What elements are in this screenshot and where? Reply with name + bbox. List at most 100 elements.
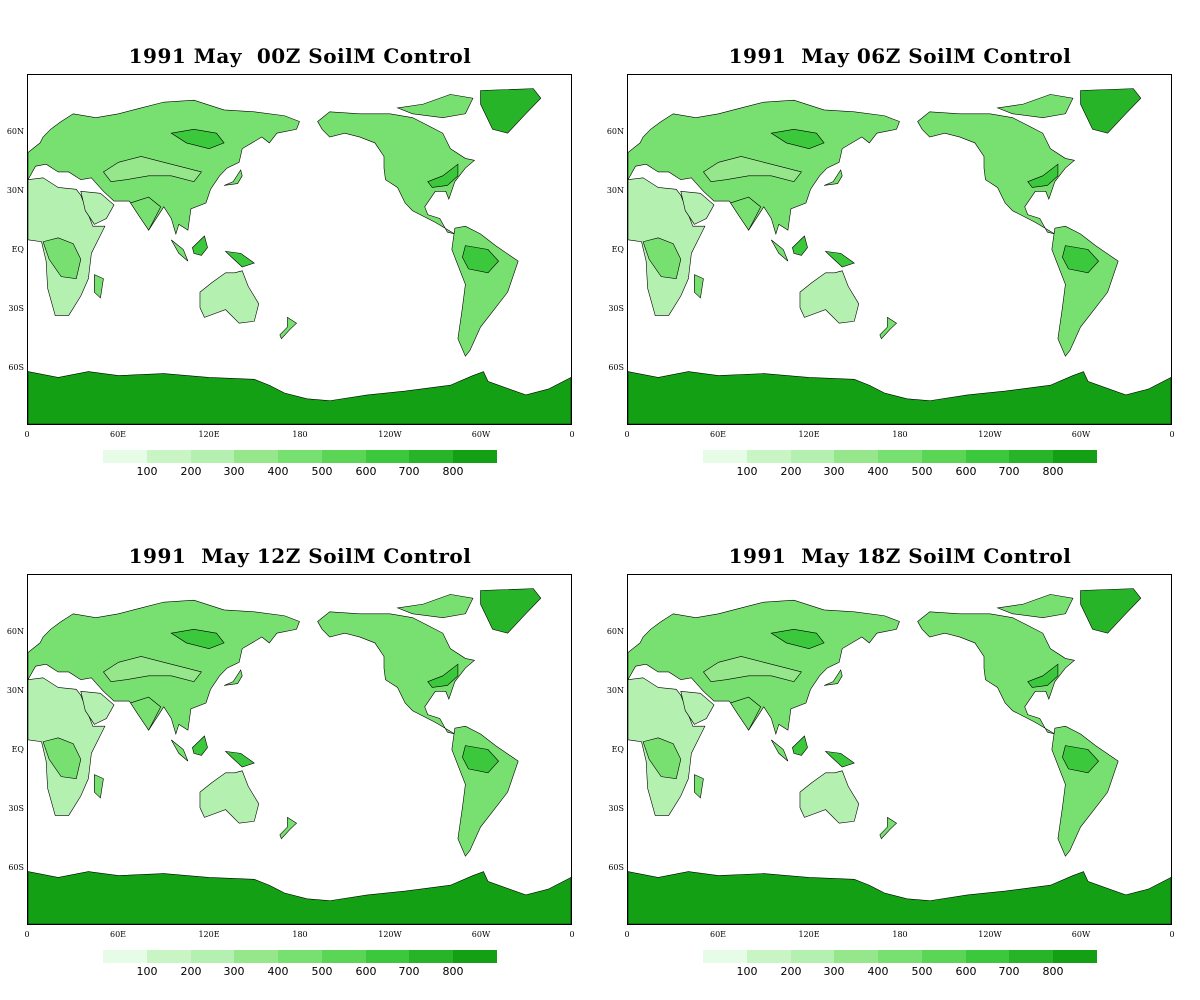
lat-label-eq: EQ <box>611 245 624 254</box>
lat-label-30n: 30N <box>6 686 24 695</box>
landmass-madagascar <box>694 274 704 299</box>
landmass-arctic-islands <box>996 594 1074 618</box>
map-frame <box>627 74 1172 425</box>
colorbar-label: 500 <box>911 465 933 478</box>
landmass-na-wet <box>1027 663 1059 688</box>
colorbar-swatch <box>190 950 235 963</box>
lon-label-0-end: 0 <box>569 430 575 439</box>
colorbar-label: 600 <box>355 465 377 478</box>
landmass-india <box>130 696 162 731</box>
colorbar-swatch <box>746 450 791 463</box>
colorbar-label: 800 <box>1042 965 1064 978</box>
colorbar-swatch <box>834 950 879 963</box>
colorbar-label: 400 <box>867 965 889 978</box>
lon-label-120w: 120W <box>978 930 1002 939</box>
landmass-australia <box>199 770 260 824</box>
colorbar-swatch <box>790 950 835 963</box>
lon-label-60e: 60E <box>709 430 727 439</box>
colorbar-swatch <box>878 950 922 963</box>
colorbar-label: 400 <box>267 465 289 478</box>
colorbar-swatch <box>965 950 1010 963</box>
landmass-north-america <box>317 111 476 235</box>
map-panel-00z: 1991 May 00Z SoilM Control 60N 30N EQ 30… <box>0 0 600 500</box>
colorbar-swatch <box>921 450 966 463</box>
landmass-japan <box>823 169 843 186</box>
landmass-sumatra <box>771 739 789 762</box>
landmass-south-america <box>451 225 519 357</box>
colorbar-label: 100 <box>136 465 158 478</box>
colorbar-swatch <box>834 450 879 463</box>
lon-label-0-end: 0 <box>569 930 575 939</box>
colorbar-label: 200 <box>180 465 202 478</box>
colorbar <box>103 950 498 963</box>
colorbar-label: 400 <box>267 965 289 978</box>
lat-label-30s: 30S <box>608 304 624 313</box>
landmass-greenland <box>1080 88 1142 134</box>
lat-label-30s: 30S <box>8 804 24 813</box>
colorbar-swatch <box>878 450 922 463</box>
landmass-amazon-wet <box>462 745 499 774</box>
colorbar-swatch <box>746 950 791 963</box>
landmass-india <box>730 696 762 731</box>
colorbar-swatch <box>103 450 147 463</box>
colorbar-label: 400 <box>867 465 889 478</box>
lat-label-eq: EQ <box>611 745 624 754</box>
landmass-africa-wet <box>642 737 682 779</box>
landmass-arabia <box>80 190 115 225</box>
lon-label-60e: 60E <box>709 930 727 939</box>
colorbar-label: 600 <box>355 965 377 978</box>
landmass-arabia <box>680 190 715 225</box>
colorbar-label: 700 <box>998 965 1020 978</box>
lon-label-120e: 120E <box>198 930 220 939</box>
colorbar-swatch <box>146 950 191 963</box>
colorbar-swatch <box>921 950 966 963</box>
lon-label-60w: 60W <box>1071 930 1091 939</box>
lon-label-0-end: 0 <box>1169 930 1175 939</box>
lon-label-180: 180 <box>292 930 308 939</box>
landmass-japan <box>223 169 243 186</box>
lat-label-60n: 60N <box>6 627 24 636</box>
landmass-arabia <box>80 690 115 725</box>
landmass-na-wet <box>427 163 459 188</box>
landmass-nz <box>879 816 897 840</box>
soil-moisture-map <box>28 88 571 424</box>
landmass-australia <box>799 770 860 824</box>
map-frame <box>627 574 1172 925</box>
lon-label-60w: 60W <box>1071 430 1091 439</box>
panel-title: 1991 May 18Z SoilM Control <box>728 544 1072 568</box>
landmass-amazon-wet <box>462 245 499 274</box>
landmass-nz <box>279 316 297 340</box>
colorbar-swatch <box>234 450 279 463</box>
landmass-antarctica <box>28 371 571 424</box>
colorbar-label: 300 <box>823 465 845 478</box>
colorbar-label: 300 <box>223 965 245 978</box>
colorbar-label: 800 <box>1042 465 1064 478</box>
lat-label-30s: 30S <box>608 804 624 813</box>
landmass-eurasia-wet <box>770 128 825 149</box>
landmass-africa-wet <box>42 237 82 279</box>
colorbar-swatch <box>965 450 1010 463</box>
colorbar-swatch <box>321 950 366 963</box>
colorbar-label: 300 <box>823 965 845 978</box>
lon-label-120w: 120W <box>978 430 1002 439</box>
colorbar-label: 700 <box>398 465 420 478</box>
colorbar-swatch <box>409 450 454 463</box>
landmass-sumatra <box>171 239 189 262</box>
landmass-arabia <box>680 690 715 725</box>
landmass-new-guinea <box>224 250 255 268</box>
lat-label-60s: 60S <box>8 363 24 372</box>
landmass-borneo <box>792 735 808 756</box>
colorbar-swatch <box>365 950 410 963</box>
landmass-new-guinea <box>824 750 855 768</box>
landmass-eurasia-wet <box>770 628 825 649</box>
landmass-greenland <box>480 588 542 634</box>
colorbar-swatch <box>103 950 147 963</box>
colorbar-swatch <box>790 450 835 463</box>
colorbar-label: 200 <box>180 965 202 978</box>
landmass-sumatra <box>171 739 189 762</box>
map-panel-12z: 1991 May 12Z SoilM Control 60N 30N EQ 30… <box>0 500 600 1000</box>
landmass-arctic-islands <box>996 94 1074 118</box>
landmass-australia <box>799 270 860 324</box>
colorbar-swatch <box>1009 950 1054 963</box>
landmass-india <box>130 196 162 231</box>
